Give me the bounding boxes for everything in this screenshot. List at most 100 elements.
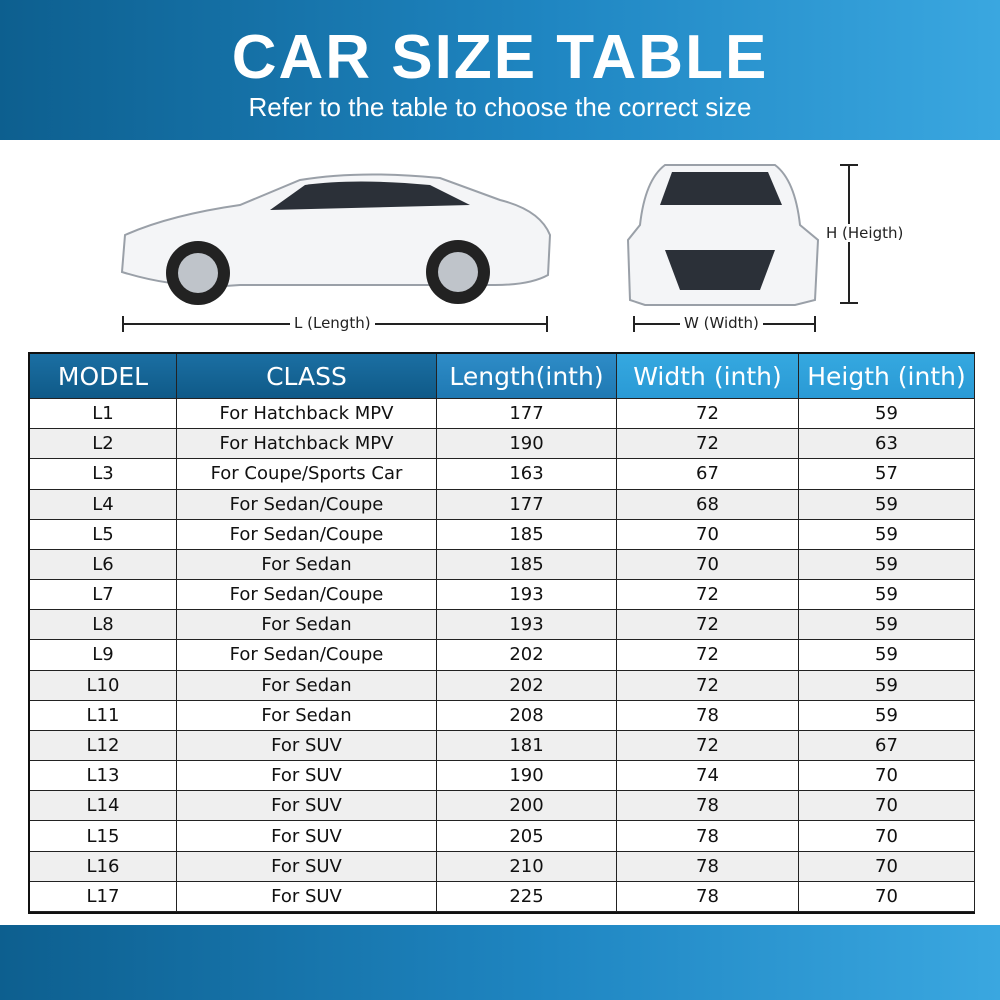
subtitle: Refer to the table to choose the correct… [248, 92, 752, 122]
table-cell: L1 [30, 399, 177, 430]
table-cell: L14 [30, 791, 177, 822]
table-cell: L3 [30, 459, 177, 490]
table-cell: 185 [437, 549, 617, 581]
table-cell: 193 [437, 610, 617, 641]
table-cell: 70 [799, 791, 975, 822]
table-cell: L16 [30, 851, 177, 882]
table-cell: 78 [617, 791, 799, 822]
table-cell: 72 [617, 640, 799, 671]
car-window [660, 172, 782, 205]
table-cell: 70 [799, 821, 975, 852]
table-cell: 163 [437, 459, 617, 490]
table-cell: 59 [799, 670, 975, 701]
rim [178, 253, 218, 293]
column-header: MODEL [30, 354, 177, 399]
table-cell: 59 [799, 610, 975, 641]
table-cell: For Sedan [177, 610, 437, 641]
table-cell: 70 [799, 761, 975, 792]
table-cell: 190 [437, 429, 617, 460]
table-cell: L13 [30, 761, 177, 792]
table-cell: For SUV [177, 821, 437, 852]
table-cell: 59 [799, 519, 975, 550]
side-car [120, 173, 552, 305]
table-cell: 70 [799, 881, 975, 912]
table-cell: For Hatchback MPV [177, 429, 437, 460]
table-cell: 193 [437, 580, 617, 611]
table-cell: 72 [617, 670, 799, 701]
table-cell: 59 [799, 549, 975, 581]
rim [438, 252, 478, 292]
column-header: CLASS [177, 354, 437, 399]
column-header: Heigth (inth) [799, 354, 975, 399]
header-band [0, 0, 1000, 140]
length-label: L (Length) [290, 314, 375, 332]
table-cell: 59 [799, 489, 975, 520]
table-cell: 177 [437, 399, 617, 430]
table-cell: 72 [617, 399, 799, 430]
table-cell: 200 [437, 791, 617, 822]
table-cell: 185 [437, 519, 617, 550]
table-cell: L11 [30, 700, 177, 731]
table-cell: 208 [437, 700, 617, 731]
table-cell: L2 [30, 429, 177, 460]
table-cell: 205 [437, 821, 617, 852]
table-cell: 177 [437, 489, 617, 520]
table-cell: For Sedan/Coupe [177, 489, 437, 520]
table-cell: 59 [799, 399, 975, 430]
title: CAR SIZE TABLE [231, 23, 769, 92]
table-cell: L17 [30, 881, 177, 912]
table-cell: 225 [437, 881, 617, 912]
table-cell: L5 [30, 519, 177, 550]
table-cell: 59 [799, 700, 975, 731]
size-table: MODEL CLASS Length(inth) Width (inth) Heigth… [28, 352, 975, 914]
table-cell: 59 [799, 640, 975, 671]
table-cell: For SUV [177, 881, 437, 912]
table-cell: 67 [617, 459, 799, 490]
table-cell: L6 [30, 549, 177, 581]
table-cell: 78 [617, 700, 799, 731]
table-cell: For Sedan/Coupe [177, 580, 437, 611]
table-cell: For Sedan/Coupe [177, 519, 437, 550]
table-cell: 68 [617, 489, 799, 520]
table-cell: 72 [617, 580, 799, 611]
width-label: W (Width) [680, 314, 763, 332]
table-cell: 74 [617, 761, 799, 792]
table-cell: 202 [437, 640, 617, 671]
table-cell: L10 [30, 670, 177, 701]
table-cell: 78 [617, 851, 799, 882]
table-cell: 210 [437, 851, 617, 882]
table-cell: 202 [437, 670, 617, 701]
table-cell: For SUV [177, 730, 437, 762]
table-cell: 63 [799, 429, 975, 460]
table-cell: 72 [617, 610, 799, 641]
table-cell: For SUV [177, 851, 437, 882]
table-cell: For Sedan [177, 670, 437, 701]
table-cell: For Sedan [177, 700, 437, 731]
table-cell: L8 [30, 610, 177, 641]
table-cell: For Coupe/Sports Car [177, 459, 437, 490]
table-cell: 78 [617, 821, 799, 852]
column-header: Width (inth) [617, 354, 799, 399]
table-cell: 70 [799, 851, 975, 882]
car-window [270, 181, 470, 210]
table-cell: 59 [799, 580, 975, 611]
table-cell: For Sedan [177, 549, 437, 581]
car-grille [665, 250, 775, 290]
footer-band [0, 925, 1000, 1000]
table-cell: For SUV [177, 791, 437, 822]
table-cell: 70 [617, 549, 799, 581]
table-cell: L7 [30, 580, 177, 611]
table-cell: 181 [437, 730, 617, 762]
height-label: H (Heigth) [822, 224, 908, 242]
table-cell: For Sedan/Coupe [177, 640, 437, 671]
car-diagram [120, 164, 858, 332]
table-cell: 70 [617, 519, 799, 550]
table-cell: L12 [30, 730, 177, 762]
column-header: Length(inth) [437, 354, 617, 399]
table-cell: For Hatchback MPV [177, 399, 437, 430]
table-cell: L15 [30, 821, 177, 852]
front-car [626, 164, 820, 306]
table-cell: 78 [617, 881, 799, 912]
table-cell: L4 [30, 489, 177, 520]
